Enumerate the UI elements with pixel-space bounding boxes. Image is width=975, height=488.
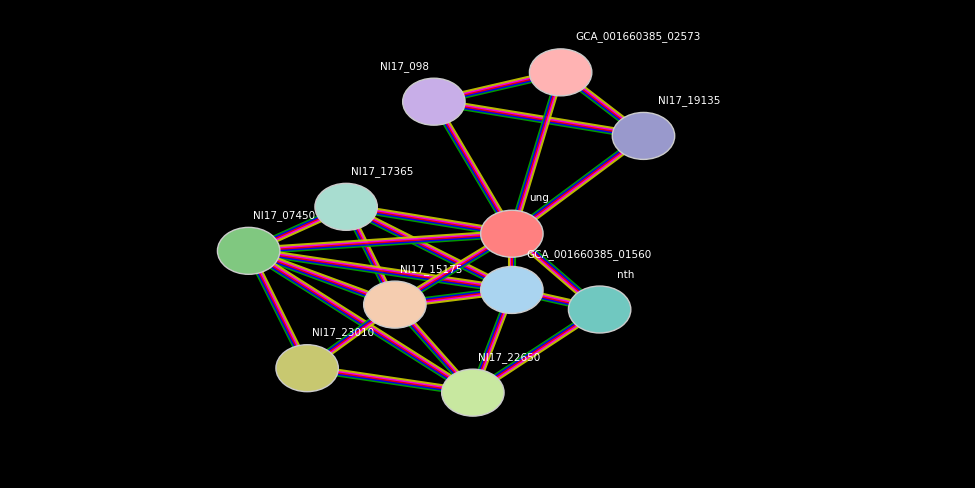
Ellipse shape xyxy=(612,113,675,160)
Ellipse shape xyxy=(217,228,280,275)
Text: nth: nth xyxy=(617,269,635,279)
Text: NI17_098: NI17_098 xyxy=(380,61,429,71)
Ellipse shape xyxy=(364,282,426,328)
Ellipse shape xyxy=(276,345,338,392)
Ellipse shape xyxy=(529,50,592,97)
Ellipse shape xyxy=(568,286,631,333)
Ellipse shape xyxy=(481,211,543,258)
Text: NI17_23010: NI17_23010 xyxy=(312,327,374,338)
Text: GCA_001660385_01560: GCA_001660385_01560 xyxy=(526,249,651,260)
Ellipse shape xyxy=(481,267,543,314)
Text: NI17_17365: NI17_17365 xyxy=(351,165,413,176)
Text: NI17_22650: NI17_22650 xyxy=(478,351,540,362)
Text: NI17_15175: NI17_15175 xyxy=(400,264,462,274)
Text: GCA_001660385_02573: GCA_001660385_02573 xyxy=(575,31,701,42)
Ellipse shape xyxy=(315,184,377,231)
Text: NI17_19135: NI17_19135 xyxy=(658,95,721,106)
Ellipse shape xyxy=(403,79,465,126)
Ellipse shape xyxy=(442,369,504,416)
Text: ung: ung xyxy=(529,193,549,203)
Text: NI17_07450: NI17_07450 xyxy=(254,210,316,221)
